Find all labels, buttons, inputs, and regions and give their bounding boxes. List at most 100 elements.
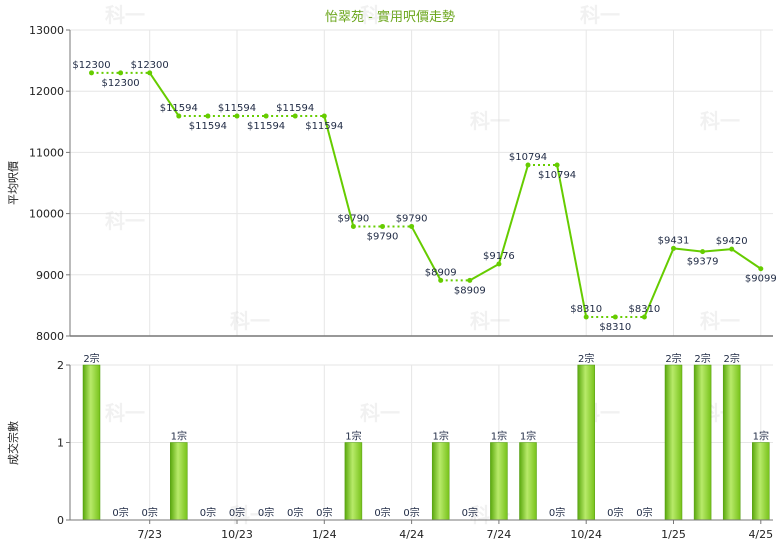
data-labels: 2宗 0宗 0宗 1宗 0宗 0宗 0宗 0宗 0宗 1宗 0宗 0宗 1宗 0宗 1宗 1宗 0宗 2宗 0宗 0宗… xyxy=(72,60,776,519)
line-segment xyxy=(497,164,529,265)
line-segment xyxy=(410,225,442,281)
line-point xyxy=(321,113,327,119)
watermark-text: 科一 xyxy=(105,401,145,425)
x-tick-label: 1/24 xyxy=(312,528,337,541)
bar xyxy=(431,442,450,521)
x-tick-label: 4/24 xyxy=(399,528,424,541)
watermark-text: 科一 xyxy=(360,401,400,425)
bar-data-label: 0宗 xyxy=(258,506,274,519)
bar-data-label: 2宗 xyxy=(724,352,740,365)
bar-data-label: 0宗 xyxy=(549,506,565,519)
top-y-tick-label: 9000 xyxy=(36,269,64,282)
watermark-text: 科一 xyxy=(700,109,740,133)
bar xyxy=(344,442,363,521)
line-point xyxy=(525,162,531,168)
x-tick-label: 10/24 xyxy=(570,528,602,541)
line-segment xyxy=(556,164,588,318)
line-data-label: $10794 xyxy=(538,170,576,181)
line-point xyxy=(583,314,589,320)
bottom-y-tick-label: 2 xyxy=(57,359,64,372)
bar-data-label: 0宗 xyxy=(112,506,128,519)
watermark-text: 科一 xyxy=(230,309,270,333)
bar-data-label: 0宗 xyxy=(229,506,245,519)
line-data-label: $8310 xyxy=(570,304,602,315)
bottom-y-axis-label: 成交宗數 xyxy=(6,421,20,465)
watermark-text: 科一 xyxy=(470,309,510,333)
line-data-label: $10794 xyxy=(509,152,547,163)
bar xyxy=(693,364,712,521)
line-segment xyxy=(323,115,355,227)
bottom-y-tick-label: 1 xyxy=(57,437,64,450)
line-data-label: $11594 xyxy=(189,121,227,132)
line-segment xyxy=(469,263,500,282)
line-point xyxy=(438,277,444,283)
line-point xyxy=(234,113,240,119)
line-data-label: $9790 xyxy=(367,231,399,242)
bar-data-label: 2宗 xyxy=(578,352,594,365)
line-point xyxy=(729,246,735,252)
x-tick-label: 4/25 xyxy=(748,528,773,541)
bar xyxy=(752,442,770,521)
line-data-label: $9099 xyxy=(745,274,777,285)
top-y-tick-label: 13000 xyxy=(29,24,64,37)
line-point xyxy=(641,314,647,320)
bar xyxy=(722,364,741,521)
line-data-label: $11594 xyxy=(160,103,198,114)
bar-data-label: 0宗 xyxy=(316,506,332,519)
x-tick-label: 1/25 xyxy=(661,528,686,541)
line-point xyxy=(758,266,764,272)
top-y-axis-label: 平均呎價 xyxy=(6,161,20,205)
line-point xyxy=(205,113,211,119)
line-data-label: $11594 xyxy=(247,121,285,132)
line-data-label: $11594 xyxy=(305,121,343,132)
bar-data-label: 1宗 xyxy=(433,430,449,443)
gridlines xyxy=(70,29,773,521)
top-y-tick-label: 11000 xyxy=(29,146,64,159)
bottom-y-tick-label: 0 xyxy=(57,514,64,527)
watermark-text: 科一 xyxy=(360,3,400,27)
bar-data-label: 2宗 xyxy=(83,352,99,365)
top-y-tick-label: 12000 xyxy=(29,85,64,98)
bar xyxy=(519,442,537,521)
line-segment xyxy=(643,248,675,318)
watermark-text: 科一 xyxy=(105,209,145,233)
bar-data-label: 1宗 xyxy=(491,430,507,443)
bar-data-label: 1宗 xyxy=(520,430,536,443)
line-data-label: $12300 xyxy=(131,60,169,71)
bar-series xyxy=(82,364,770,521)
line-segment xyxy=(731,248,762,270)
line-point xyxy=(118,70,124,76)
chart-title: 怡翠苑 - 實用呎價走勢 xyxy=(325,9,455,25)
watermark-text: 科一 xyxy=(700,309,740,333)
x-tick-label: 7/23 xyxy=(137,528,162,541)
bar-data-label: 0宗 xyxy=(607,506,623,519)
line-data-label: $9420 xyxy=(716,236,748,247)
x-tick-label: 7/24 xyxy=(487,528,512,541)
line-data-label: $12300 xyxy=(72,60,110,71)
bar xyxy=(170,442,188,521)
line-point xyxy=(671,245,676,251)
bar-data-label: 1宗 xyxy=(753,430,769,443)
line-data-label: $11594 xyxy=(218,103,256,114)
line-segment xyxy=(673,247,703,253)
line-data-label: $12300 xyxy=(102,78,140,89)
bar xyxy=(577,364,595,521)
line-point xyxy=(467,277,473,283)
top-y-tick-label: 8000 xyxy=(36,330,64,343)
bar-data-label: 0宗 xyxy=(462,506,478,519)
line-data-label: $8909 xyxy=(425,267,457,278)
line-point xyxy=(350,223,356,229)
bar-data-label: 0宗 xyxy=(200,506,216,519)
bar-data-label: 0宗 xyxy=(142,506,158,519)
line-point xyxy=(409,223,415,229)
line-data-label: $8310 xyxy=(599,322,631,333)
bar xyxy=(490,442,508,521)
line-point xyxy=(147,70,153,76)
line-data-label: $9790 xyxy=(337,213,369,224)
watermark-text: 科一 xyxy=(105,3,145,27)
line-data-label: $9790 xyxy=(396,213,428,224)
watermark-text: 科一 xyxy=(470,109,510,133)
line-data-label: $8909 xyxy=(454,285,486,296)
